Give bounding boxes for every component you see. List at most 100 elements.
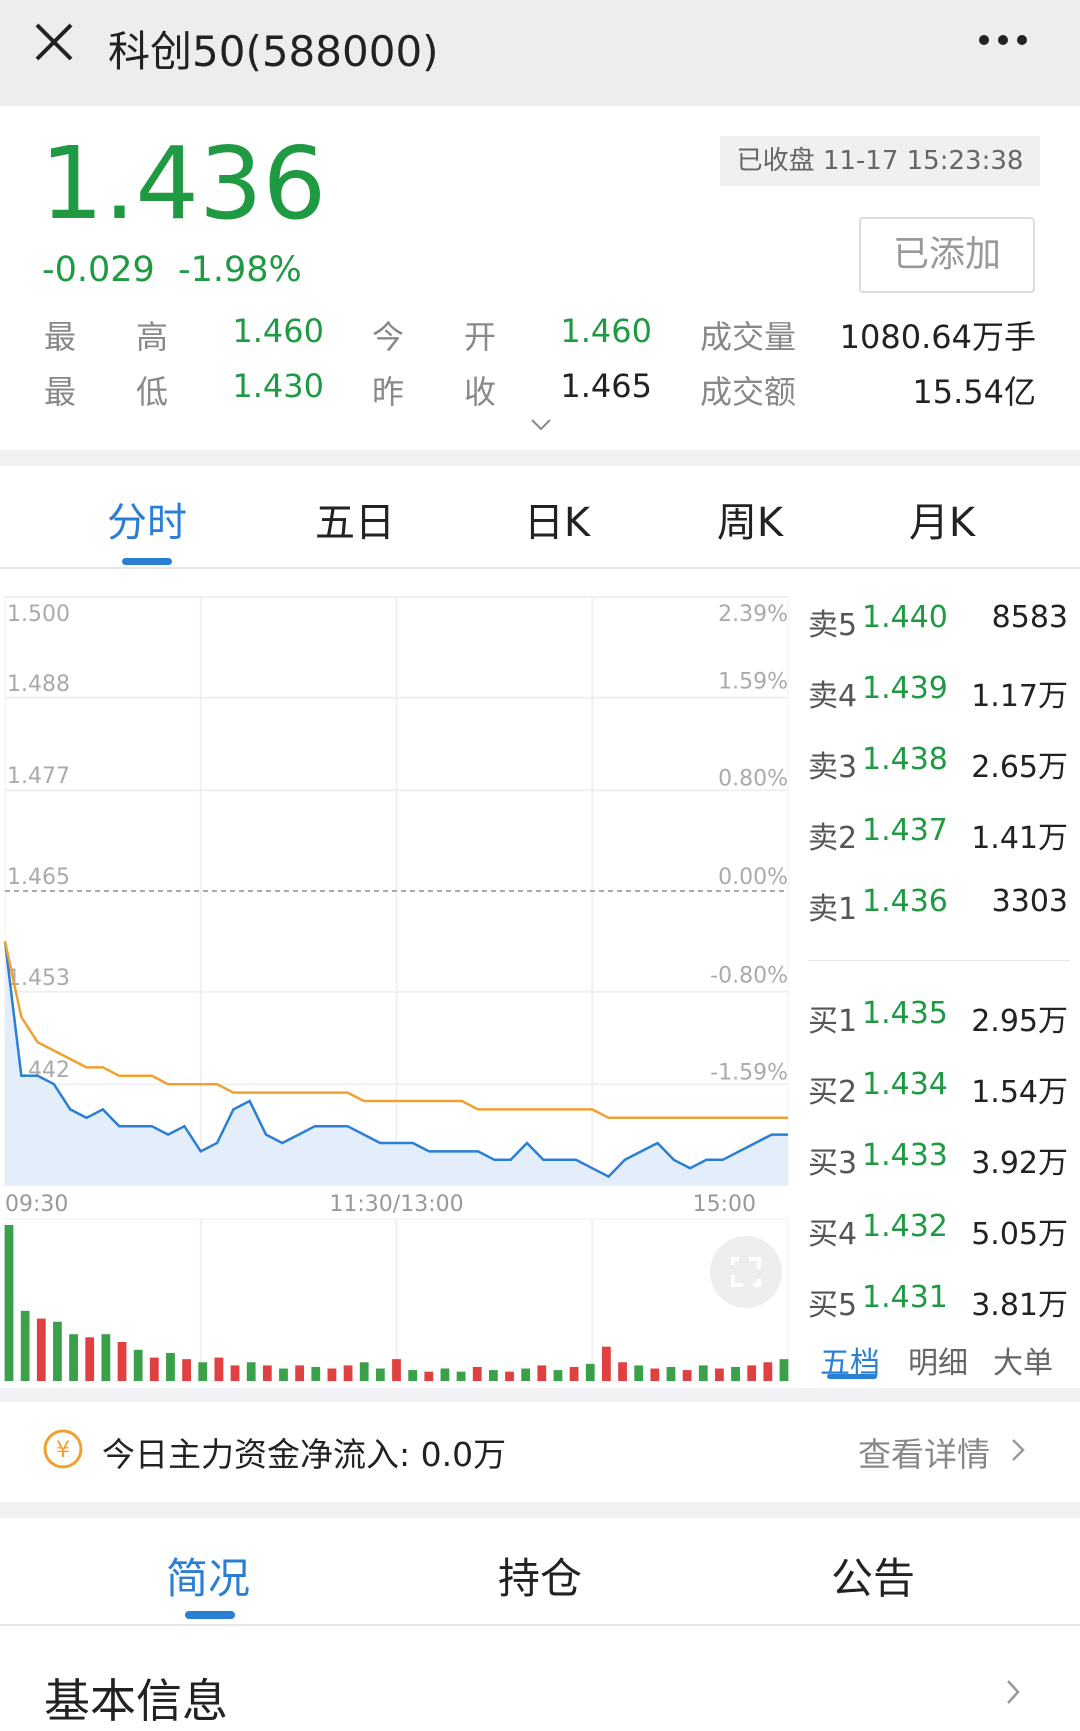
chart-tab[interactable]: 日K — [523, 500, 591, 546]
status: 已收盘 11-17 15:23:38 — [720, 136, 1040, 186]
tab-underline — [827, 1374, 877, 1379]
divider — [808, 960, 1070, 961]
volume-bar — [85, 1337, 95, 1381]
volume-bar — [424, 1371, 434, 1381]
bottom-tab[interactable]: 公告 — [830, 1554, 915, 1603]
more-icon[interactable] — [978, 34, 1028, 46]
volume-bar — [246, 1362, 256, 1381]
volume-bar — [585, 1363, 595, 1381]
volume-bar — [375, 1368, 385, 1381]
chart: 1.5001.4881.4771.4651.4531.4421.4302.39%… — [3, 596, 789, 1382]
volume-bar — [682, 1370, 692, 1381]
volume-bar — [505, 1371, 514, 1381]
volume-bar — [763, 1362, 773, 1381]
title: 科创50(588000) — [108, 27, 439, 76]
y-tick-label: 1.477 — [7, 764, 70, 789]
y-tick-label: 1.453 — [7, 966, 70, 991]
book-label: 买4 — [808, 1217, 858, 1252]
book-volume: 1.41万 — [971, 821, 1068, 856]
price-line — [3, 941, 788, 1179]
fund-flow: 今日主力资金净流入: 0.0万 — [102, 1435, 507, 1474]
divider — [0, 1624, 1080, 1626]
stat-value: 15.54亿 — [912, 373, 1036, 411]
stat-label: 最 高 — [44, 318, 183, 356]
close-icon[interactable] — [34, 22, 74, 62]
volume-bar — [279, 1368, 288, 1381]
book-volume: 8583 — [991, 600, 1068, 635]
book-label: 买5 — [808, 1288, 858, 1323]
chart-tab[interactable]: 分时 — [107, 500, 187, 546]
y2-tick-label: 0.80% — [718, 767, 788, 792]
book-price: 1.434 — [862, 1067, 948, 1102]
tab-underline — [122, 558, 172, 565]
book-label: 卖4 — [808, 679, 858, 714]
book-price: 1.437 — [862, 813, 948, 848]
chart-tab[interactable]: 五日 — [315, 500, 395, 546]
chart-tab[interactable]: 月K — [908, 500, 976, 546]
details-link[interactable]: 查看详情 — [858, 1435, 990, 1474]
volume-bar — [602, 1346, 611, 1381]
volume-bar — [731, 1366, 740, 1381]
y-tick-label: 1.465 — [7, 865, 70, 890]
book-tab[interactable]: 大单 — [993, 1346, 1053, 1381]
book-price: 1.440 — [862, 600, 948, 635]
volume-bar — [182, 1359, 191, 1381]
volume-bar — [747, 1365, 757, 1381]
stat-label: 成交额 — [700, 373, 797, 411]
stat-value: 1.460 — [560, 312, 652, 350]
expand-icon[interactable] — [530, 418, 552, 432]
divider — [0, 1388, 1080, 1402]
stat-label: 最 低 — [44, 373, 183, 411]
volume-bar — [456, 1371, 466, 1381]
book-label: 卖1 — [808, 892, 858, 927]
stat-value: 1.430 — [232, 367, 324, 405]
volume-bar — [553, 1370, 563, 1381]
stat-value: 1.465 — [560, 367, 652, 405]
y2-tick-label: 0.00% — [718, 865, 788, 890]
y2-tick-label: 1.59% — [718, 669, 788, 694]
bottom-tab[interactable]: 持仓 — [497, 1554, 582, 1603]
book-price: 1.436 — [862, 884, 948, 919]
bottom-tab[interactable]: 简况 — [165, 1554, 250, 1603]
volume-bar — [133, 1349, 143, 1381]
volume-bar — [262, 1365, 272, 1381]
volume-bar — [472, 1366, 482, 1381]
book-label: 卖5 — [808, 608, 858, 643]
book-price: 1.439 — [862, 671, 948, 706]
divider — [0, 567, 1080, 569]
book-tab[interactable]: 明细 — [908, 1346, 968, 1381]
fullscreen-button[interactable] — [709, 1235, 783, 1309]
book-volume: 1.54万 — [971, 1075, 1068, 1110]
book-volume: 3.92万 — [971, 1146, 1068, 1181]
volume-bar — [343, 1365, 353, 1381]
volume-bar — [488, 1370, 498, 1381]
volume-bar — [408, 1370, 418, 1381]
y-tick-label: 1.500 — [7, 602, 70, 627]
book-volume: 3.81万 — [971, 1288, 1068, 1323]
stat-label: 成交量 — [700, 318, 797, 356]
volume-bar — [327, 1368, 337, 1381]
book-label: 买2 — [808, 1075, 858, 1110]
chevron — [1012, 1439, 1025, 1461]
divider — [0, 450, 1080, 466]
chart-tab[interactable]: 周K — [716, 500, 784, 546]
volume-bar — [698, 1365, 708, 1381]
add-button[interactable]: 已添加 — [859, 217, 1035, 293]
volume-bar — [117, 1342, 127, 1381]
volume-bar — [149, 1357, 159, 1381]
volume-bar — [295, 1365, 305, 1381]
volume-bar — [359, 1362, 369, 1381]
stat-value: 1080.64万手 — [839, 318, 1036, 356]
volume-bar — [779, 1359, 789, 1381]
book-volume: 3303 — [991, 884, 1068, 919]
volume-bar — [440, 1368, 450, 1381]
volume-bar — [618, 1362, 627, 1381]
volume-bar — [569, 1366, 579, 1381]
x-tick-label: 09:30 — [5, 1192, 68, 1217]
volume-bar — [36, 1318, 46, 1381]
volume-bar — [166, 1352, 175, 1381]
book-volume: 2.65万 — [971, 750, 1068, 785]
volume-bar — [230, 1365, 240, 1381]
volume-bar — [101, 1334, 111, 1381]
book-volume: 1.17万 — [971, 679, 1068, 714]
